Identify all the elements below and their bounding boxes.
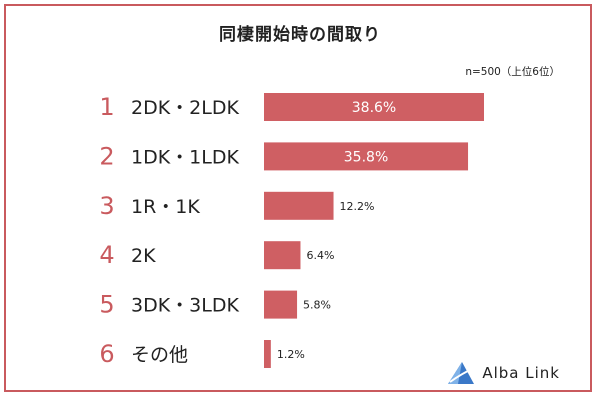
- value-label: 1.2%: [277, 348, 305, 361]
- category-label: 2K: [131, 245, 156, 267]
- bar: [264, 93, 484, 121]
- bar: [264, 241, 301, 270]
- category-label: 1DK・1LDK: [131, 146, 239, 168]
- sample-size-note: n=500（上位6位）: [465, 66, 560, 78]
- bar: [264, 340, 271, 368]
- rank-number: 3: [99, 192, 114, 220]
- value-label: 5.8%: [303, 299, 331, 312]
- value-label: 35.8%: [344, 149, 388, 165]
- category-label: その他: [131, 344, 188, 366]
- value-label: 12.2%: [340, 200, 375, 213]
- value-label: 38.6%: [352, 100, 396, 116]
- bar: [264, 142, 469, 171]
- rank-number: 5: [99, 291, 114, 319]
- brand-name: Alba Link: [482, 364, 560, 382]
- rank-number: 2: [99, 142, 114, 170]
- rank-number: 1: [99, 93, 114, 121]
- bar: [264, 290, 298, 319]
- category-label: 2DK・2LDK: [131, 97, 239, 119]
- alba-link-logo-icon: [448, 362, 475, 384]
- rank-number: 4: [99, 241, 114, 269]
- category-label: 3DK・3LDK: [131, 295, 239, 317]
- chart-title: 同棲開始時の間取り: [219, 25, 381, 45]
- category-label: 1R・1K: [131, 196, 200, 218]
- bar: [264, 191, 334, 220]
- value-label: 6.4%: [306, 249, 334, 262]
- rank-number: 6: [99, 340, 114, 368]
- brand-logo: Alba Link: [446, 360, 560, 386]
